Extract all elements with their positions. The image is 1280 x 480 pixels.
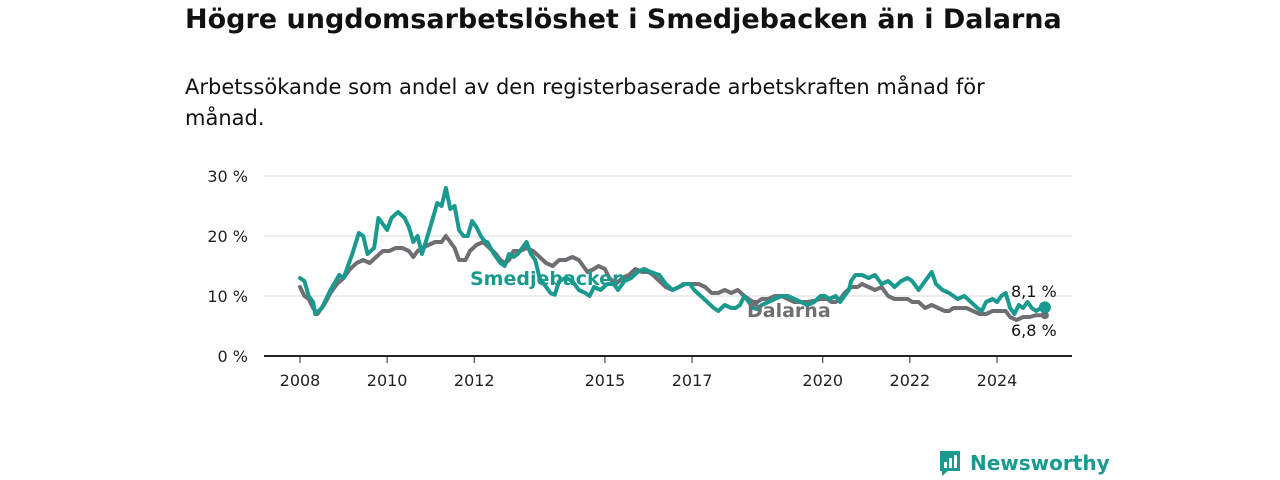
x-tick-label: 2020 [802, 371, 843, 390]
x-tick-label: 2022 [890, 371, 931, 390]
end-label-dalarna: 6,8 % [1011, 321, 1057, 340]
x-axis-tick-labels: 2008 2010 2012 2015 2017 2020 2022 2024 [280, 356, 1018, 390]
newsworthy-logo[interactable]: Newsworthy [938, 448, 1110, 478]
series-labels: Smedjebacken Dalarna 8,1 % 6,8 % [470, 268, 1057, 340]
chart-title: Högre ungdomsarbetslöshet i Smedjebacken… [185, 4, 1062, 35]
series-line-smedjebacken [298, 186, 1047, 316]
x-tick-label: 2010 [367, 371, 408, 390]
grid-lines [264, 175, 1072, 357]
series-label-dalarna: Dalarna [747, 300, 831, 322]
x-tick-label: 2024 [977, 371, 1018, 390]
series-label-smedjebacken: Smedjebacken [470, 268, 626, 290]
x-tick-label: 2017 [672, 371, 713, 390]
series-lines [298, 186, 1051, 322]
chart-subtitle: Arbetssökande som andel av den registerb… [185, 75, 985, 130]
x-tick-label: 2012 [454, 371, 495, 390]
y-axis-tick-labels: 0 % 10 % 20 % 30 % [207, 167, 248, 366]
end-point-dalarna [1040, 311, 1049, 320]
y-tick-label: 20 % [207, 227, 248, 246]
y-tick-label: 10 % [207, 287, 248, 306]
end-label-smedjebacken: 8,1 % [1011, 282, 1057, 301]
newsworthy-logo-text: Newsworthy [970, 451, 1110, 475]
x-tick-label: 2008 [280, 371, 321, 390]
end-point-smedjebacken [1038, 301, 1051, 314]
y-tick-label: 30 % [207, 167, 248, 186]
newsworthy-logo-icon [940, 451, 960, 476]
x-tick-label: 2015 [585, 371, 626, 390]
y-tick-label: 0 % [218, 347, 248, 366]
